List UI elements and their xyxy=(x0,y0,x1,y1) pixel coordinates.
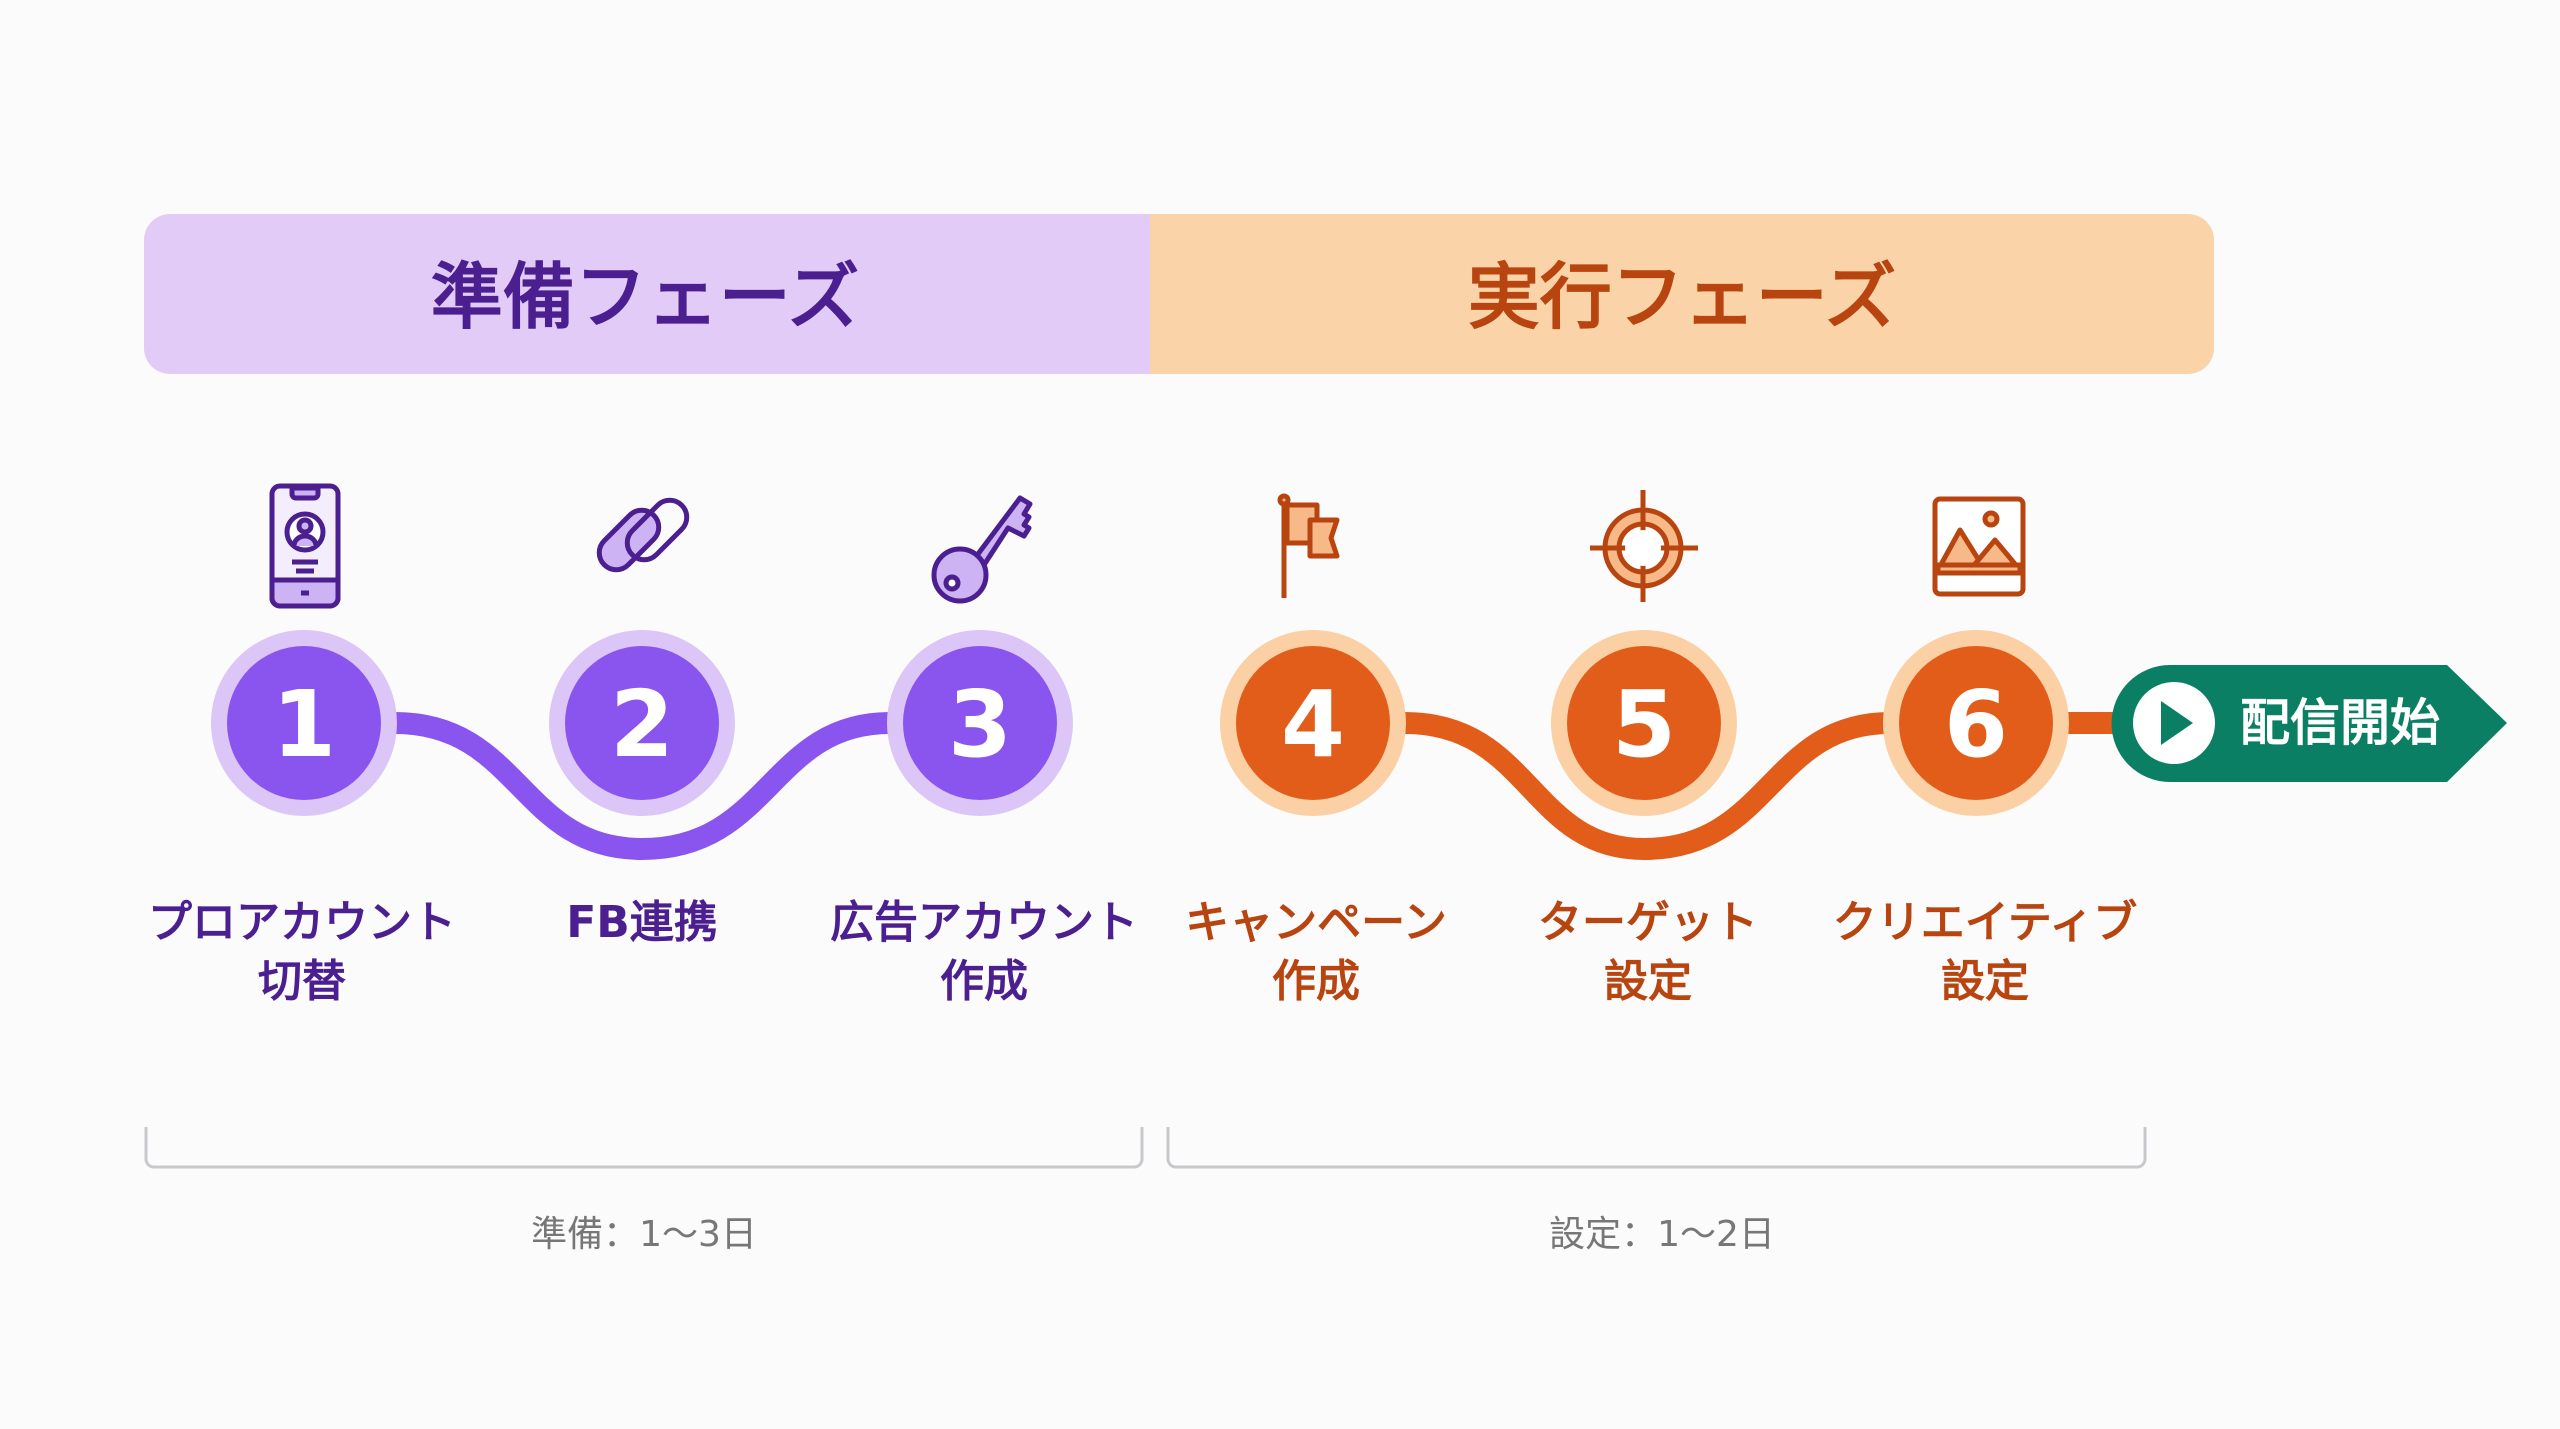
step-4: 4 xyxy=(1220,630,1406,816)
step-number: 2 xyxy=(610,671,674,778)
image-icon xyxy=(1932,496,2026,597)
step-label: ターゲット xyxy=(1538,897,1758,948)
connector-path xyxy=(384,712,2131,861)
setup-duration: 設定：1〜2日 xyxy=(1549,1214,1775,1255)
step-number: 3 xyxy=(948,671,1012,778)
link-chain-icon xyxy=(596,497,690,573)
prep-duration: 準備：1〜3日 xyxy=(531,1214,757,1255)
key-icon xyxy=(931,495,1033,604)
step-label: キャンペーン xyxy=(1185,897,1447,948)
step-number: 1 xyxy=(272,671,336,778)
duration-brackets xyxy=(144,1127,2147,1169)
phase-header: 準備フェーズ 実行フェーズ xyxy=(144,214,2214,374)
step-label: 作成 xyxy=(1272,956,1360,1007)
prep-phase-title: 準備フェーズ xyxy=(431,255,859,339)
step-label: 切替 xyxy=(258,956,346,1007)
step-label: 設定 xyxy=(1604,956,1692,1007)
step-number: 4 xyxy=(1281,671,1345,778)
step-2: 2 xyxy=(549,630,735,816)
prep-phase-band xyxy=(144,214,1150,374)
step-3: 3 xyxy=(887,630,1073,816)
step-label: プロアカウント xyxy=(148,897,456,948)
step-label: FB連携 xyxy=(566,897,718,948)
step-5: 5 xyxy=(1551,630,1737,816)
step-label: クリエイティブ xyxy=(1833,897,2137,948)
start-delivery-badge: 配信開始 xyxy=(2111,665,2507,782)
exec-phase-band xyxy=(1150,214,2214,374)
step-label: 広告アカウント xyxy=(830,897,1138,948)
step-number: 5 xyxy=(1612,671,1676,778)
smartphone-profile-icon xyxy=(269,483,341,609)
flag-icon xyxy=(1277,493,1340,598)
exec-phase-title: 実行フェーズ xyxy=(1468,255,1896,339)
start-delivery-label: 配信開始 xyxy=(2240,694,2440,752)
crosshair-target-icon xyxy=(1590,490,1698,602)
step-6: 6 xyxy=(1883,630,2069,816)
step-1: 1 xyxy=(211,630,397,816)
step-number: 6 xyxy=(1944,671,2008,778)
step-label: 設定 xyxy=(1941,956,2029,1007)
step-label: 作成 xyxy=(940,956,1028,1007)
